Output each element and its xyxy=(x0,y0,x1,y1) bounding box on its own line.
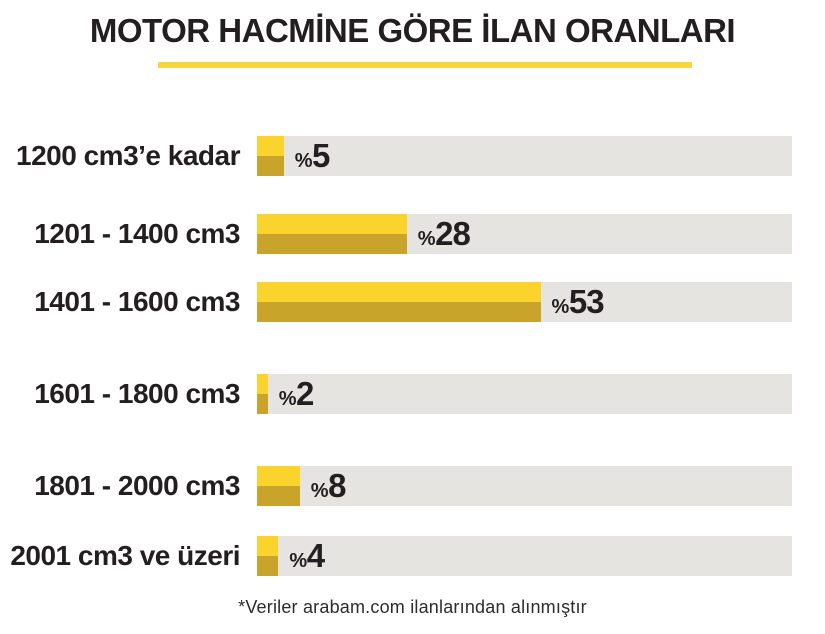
value-number: 28 xyxy=(435,215,471,252)
bar-track: % 28 xyxy=(257,214,792,254)
bar xyxy=(257,282,541,322)
bar-bottom-half xyxy=(257,486,300,506)
value-label: % 2 xyxy=(278,375,315,413)
bar-row: 1801 - 2000 cm3 % 8 xyxy=(0,466,825,506)
bar-bottom-half xyxy=(257,156,284,176)
value-label: % 5 xyxy=(294,137,331,175)
bar-row: 1201 - 1400 cm3 % 28 xyxy=(0,214,825,254)
bar-top-half xyxy=(257,374,268,394)
bar-row: 1601 - 1800 cm3 % 2 xyxy=(0,374,825,414)
percent-sign: % xyxy=(310,480,329,502)
source-note: *Veriler arabam.com ilanlarından alınmış… xyxy=(238,597,587,617)
category-label: 1401 - 1600 cm3 xyxy=(34,286,240,317)
value-label: % 8 xyxy=(310,467,347,505)
bar-bottom-half xyxy=(257,556,279,576)
title-underline-bar xyxy=(158,62,692,68)
category-label: 1201 - 1400 cm3 xyxy=(34,218,240,249)
value-number: 8 xyxy=(328,467,346,504)
bar xyxy=(257,536,279,576)
percent-sign: % xyxy=(551,296,570,318)
percent-sign: % xyxy=(417,228,436,250)
category-label: 1601 - 1800 cm3 xyxy=(34,378,240,409)
bar-top-half xyxy=(257,466,300,486)
bar-bottom-half xyxy=(257,234,407,254)
bar-bottom-half xyxy=(257,302,541,322)
value-number: 53 xyxy=(568,283,605,320)
bar-track: % 8 xyxy=(257,466,792,506)
bar-row: 1200 cm3’e kadar % 5 xyxy=(0,136,825,176)
bar-track: % 4 xyxy=(257,536,792,576)
value-label: % 28 xyxy=(417,215,471,253)
bar-row: 1401 - 1600 cm3 % 53 xyxy=(0,282,825,322)
value-number: 5 xyxy=(312,137,330,174)
bar-top-half xyxy=(257,282,541,302)
bar xyxy=(257,374,268,414)
bar-top-half xyxy=(257,136,284,156)
category-label: 1200 cm3’e kadar xyxy=(16,140,240,171)
value-number: 4 xyxy=(306,537,325,574)
bar-bottom-half xyxy=(257,394,268,414)
percent-sign: % xyxy=(278,388,297,410)
bar xyxy=(257,466,300,506)
bar-track: % 53 xyxy=(257,282,792,322)
percent-sign: % xyxy=(294,150,313,172)
chart-title: MOTOR HACMİNE GÖRE İLAN ORANLARI xyxy=(89,12,736,49)
bar-top-half xyxy=(257,214,407,234)
bar-track: % 5 xyxy=(257,136,792,176)
percent-sign: % xyxy=(289,550,307,572)
bar xyxy=(257,136,284,176)
bar-row: 2001 cm3 ve üzeri % 4 xyxy=(0,536,825,576)
category-label: 1801 - 2000 cm3 xyxy=(34,470,240,501)
bar-top-half xyxy=(257,536,279,556)
bar-chart: 1200 cm3’e kadar % 5 1201 - 1400 cm3 xyxy=(0,136,825,576)
value-number: 2 xyxy=(295,375,314,412)
bar xyxy=(257,214,407,254)
value-label: % 53 xyxy=(551,283,605,321)
bar-track: % 2 xyxy=(257,374,792,414)
category-label: 2001 cm3 ve üzeri xyxy=(10,540,240,571)
value-label: % 4 xyxy=(289,537,325,575)
